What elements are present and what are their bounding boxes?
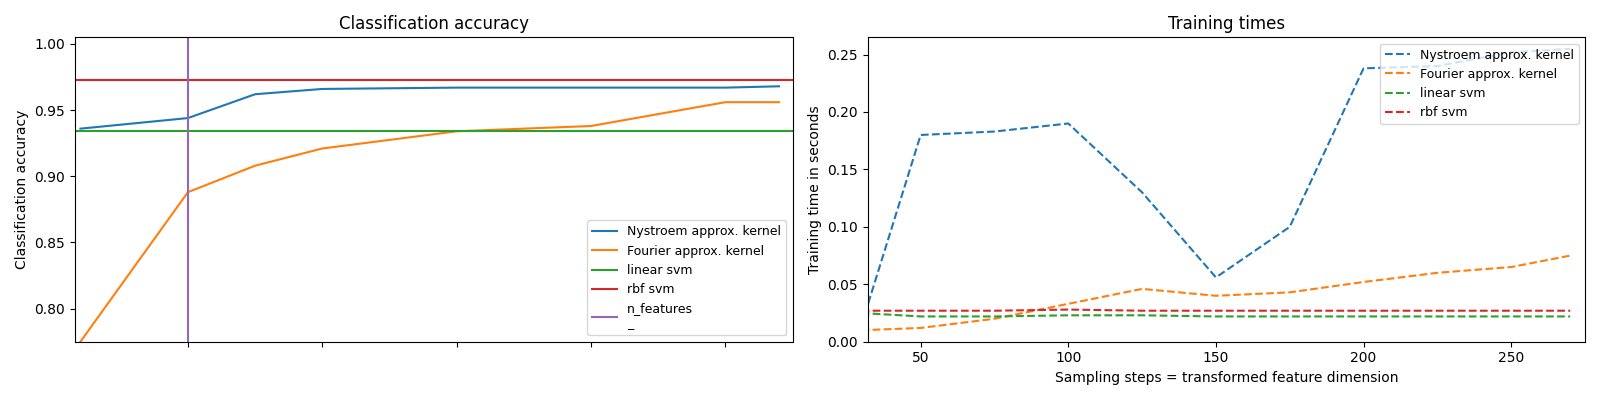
Fourier approx. kernel: [178, 190, 197, 194]
rbf svm: [1427, 308, 1446, 313]
linear svm: [1354, 314, 1373, 319]
linear svm: [910, 314, 930, 319]
Nystroem approx. kernel: [1059, 121, 1078, 126]
linear svm: [1560, 314, 1579, 319]
rbf svm: [853, 308, 872, 313]
Fourier approx. kernel: [312, 146, 331, 151]
rbf svm: [1354, 308, 1373, 313]
X-axis label: Sampling steps = transformed feature dimension: Sampling steps = transformed feature dim…: [1054, 371, 1398, 385]
Nystroem approx. kernel: [312, 86, 331, 91]
linear svm: [1280, 314, 1299, 319]
rbf svm: [46, 77, 66, 82]
Nystroem approx. kernel: [1501, 50, 1520, 55]
rbf svm: [43, 77, 62, 82]
Nystroem approx. kernel: [715, 85, 734, 90]
Fourier approx. kernel: [715, 100, 734, 104]
Nystroem approx. kernel: [1206, 275, 1226, 280]
linear svm: [43, 129, 62, 134]
linear svm: [1059, 313, 1078, 318]
Line: rbf svm: rbf svm: [862, 310, 1570, 311]
linear svm: [46, 129, 66, 134]
linear svm: [1501, 314, 1520, 319]
Nystroem approx. kernel: [1354, 66, 1373, 71]
rbf svm: [1560, 308, 1579, 313]
rbf svm: [1133, 308, 1152, 313]
Title: Training times: Training times: [1168, 15, 1285, 33]
Nystroem approx. kernel: [1427, 64, 1446, 68]
linear svm: [1427, 314, 1446, 319]
Nystroem approx. kernel: [178, 116, 197, 120]
rbf svm: [1059, 307, 1078, 312]
Nystroem approx. kernel: [581, 85, 600, 90]
Fourier approx. kernel: [1280, 290, 1299, 295]
Nystroem approx. kernel: [1560, 46, 1579, 51]
linear svm: [986, 314, 1005, 319]
rbf svm: [910, 308, 930, 313]
Legend: Nystroem approx. kernel, Fourier approx. kernel, linear svm, rbf svm: Nystroem approx. kernel, Fourier approx.…: [1379, 44, 1579, 124]
Nystroem approx. kernel: [770, 84, 789, 89]
Line: linear svm: linear svm: [862, 313, 1570, 316]
Nystroem approx. kernel: [910, 132, 930, 137]
linear svm: [853, 311, 872, 316]
Nystroem approx. kernel: [853, 322, 872, 327]
Y-axis label: Classification accuracy: Classification accuracy: [14, 110, 29, 269]
Fourier approx. kernel: [1133, 286, 1152, 291]
rbf svm: [1501, 308, 1520, 313]
Y-axis label: Training time in seconds: Training time in seconds: [808, 105, 821, 274]
Fourier approx. kernel: [1560, 253, 1579, 258]
rbf svm: [986, 308, 1005, 313]
Line: Fourier approx. kernel: Fourier approx. kernel: [862, 256, 1570, 330]
rbf svm: [1280, 308, 1299, 313]
Nystroem approx. kernel: [446, 85, 466, 90]
rbf svm: [1206, 308, 1226, 313]
Title: Classification accuracy: Classification accuracy: [339, 15, 528, 33]
linear svm: [1133, 313, 1152, 318]
Fourier approx. kernel: [1427, 270, 1446, 275]
Nystroem approx. kernel: [986, 129, 1005, 134]
Fourier approx. kernel: [1501, 265, 1520, 270]
Fourier approx. kernel: [853, 328, 872, 333]
Line: Fourier approx. kernel: Fourier approx. kernel: [80, 102, 779, 342]
Fourier approx. kernel: [1206, 293, 1226, 298]
Line: Nystroem approx. kernel: Nystroem approx. kernel: [80, 86, 779, 129]
Line: Nystroem approx. kernel: Nystroem approx. kernel: [862, 49, 1570, 324]
Fourier approx. kernel: [245, 163, 264, 168]
Nystroem approx. kernel: [245, 92, 264, 97]
Fourier approx. kernel: [910, 326, 930, 330]
Fourier approx. kernel: [446, 129, 466, 134]
linear svm: [1206, 314, 1226, 319]
Fourier approx. kernel: [986, 316, 1005, 321]
Nystroem approx. kernel: [70, 126, 90, 131]
Fourier approx. kernel: [1059, 302, 1078, 306]
Legend: Nystroem approx. kernel, Fourier approx. kernel, linear svm, rbf svm, n_features: Nystroem approx. kernel, Fourier approx.…: [587, 220, 786, 336]
Fourier approx. kernel: [70, 339, 90, 344]
Nystroem approx. kernel: [1133, 190, 1152, 195]
Nystroem approx. kernel: [1280, 224, 1299, 229]
Fourier approx. kernel: [1354, 280, 1373, 284]
Fourier approx. kernel: [581, 124, 600, 128]
Fourier approx. kernel: [770, 100, 789, 104]
